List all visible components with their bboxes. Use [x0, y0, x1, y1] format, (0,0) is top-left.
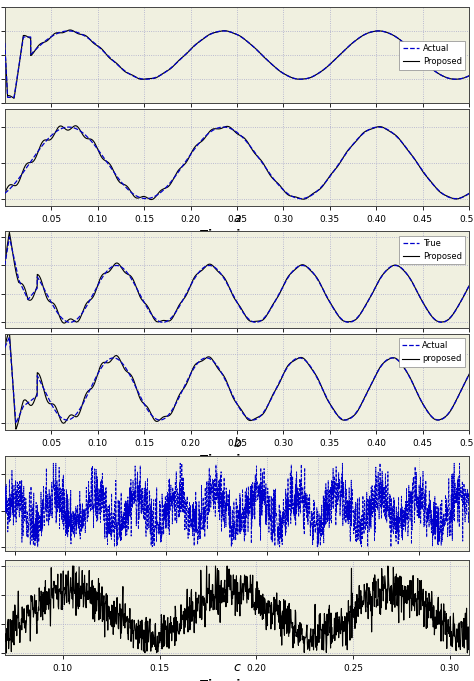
Actual [7, 333, 12, 341]
proposed [384, 356, 390, 364]
Proposed [11, 94, 17, 102]
Actual [384, 29, 390, 37]
proposed [180, 386, 185, 394]
Proposed [349, 39, 355, 48]
True [384, 266, 390, 274]
Legend: Actual, proposed: Actual, proposed [399, 338, 465, 367]
proposed [466, 370, 472, 378]
Actual [304, 358, 310, 366]
Actual [180, 53, 185, 61]
Proposed [304, 74, 310, 82]
proposed [304, 358, 310, 366]
True [466, 281, 472, 289]
Proposed [180, 53, 185, 61]
Actual [384, 356, 390, 364]
Actual [13, 419, 19, 428]
Proposed [67, 26, 73, 34]
X-axis label: Time in sec: Time in sec [200, 229, 274, 242]
Actual [466, 370, 472, 378]
Actual [466, 72, 472, 80]
Legend: Actual, Proposed: Actual, Proposed [400, 41, 465, 69]
True [180, 297, 185, 305]
Proposed [180, 297, 185, 305]
Actual [2, 343, 8, 351]
X-axis label: Time in sec: Time in sec [200, 454, 274, 467]
proposed [349, 413, 355, 422]
Proposed [304, 263, 310, 271]
Actual [281, 370, 286, 378]
True [160, 318, 166, 326]
Line: Proposed: Proposed [5, 232, 469, 323]
Text: c: c [234, 661, 240, 674]
Actual [304, 74, 310, 82]
True [2, 262, 8, 270]
Proposed [349, 317, 355, 326]
Line: Actual: Actual [5, 337, 469, 424]
Actual [86, 35, 92, 43]
Text: b: b [233, 437, 241, 449]
Proposed [7, 228, 12, 236]
Proposed [281, 69, 286, 78]
True [304, 263, 310, 271]
Actual [5, 93, 10, 101]
Proposed [2, 262, 8, 270]
True [281, 281, 286, 289]
Legend: True, Proposed: True, Proposed [400, 236, 465, 264]
proposed [281, 370, 286, 378]
Proposed [61, 319, 67, 327]
Proposed [384, 266, 390, 274]
Proposed [466, 72, 472, 80]
Actual [375, 27, 381, 35]
Proposed [2, 39, 8, 47]
Proposed [86, 35, 92, 43]
Actual [281, 69, 286, 78]
Actual [180, 386, 185, 394]
Line: Proposed: Proposed [5, 30, 469, 98]
Actual [349, 413, 355, 422]
Actual [86, 387, 92, 395]
True [7, 233, 12, 241]
Proposed [86, 296, 92, 304]
True [349, 317, 355, 326]
Line: proposed: proposed [5, 332, 469, 429]
Text: a: a [233, 212, 241, 225]
Line: Actual: Actual [5, 31, 469, 97]
True [86, 298, 92, 306]
X-axis label: Time in sec: Time in sec [200, 678, 274, 681]
Proposed [384, 29, 390, 37]
proposed [2, 343, 8, 351]
Proposed [466, 281, 472, 289]
Proposed [281, 281, 286, 289]
proposed [13, 425, 19, 433]
Actual [2, 39, 8, 47]
proposed [86, 386, 92, 394]
Actual [348, 40, 354, 48]
Line: True: True [5, 237, 469, 322]
proposed [7, 328, 12, 336]
